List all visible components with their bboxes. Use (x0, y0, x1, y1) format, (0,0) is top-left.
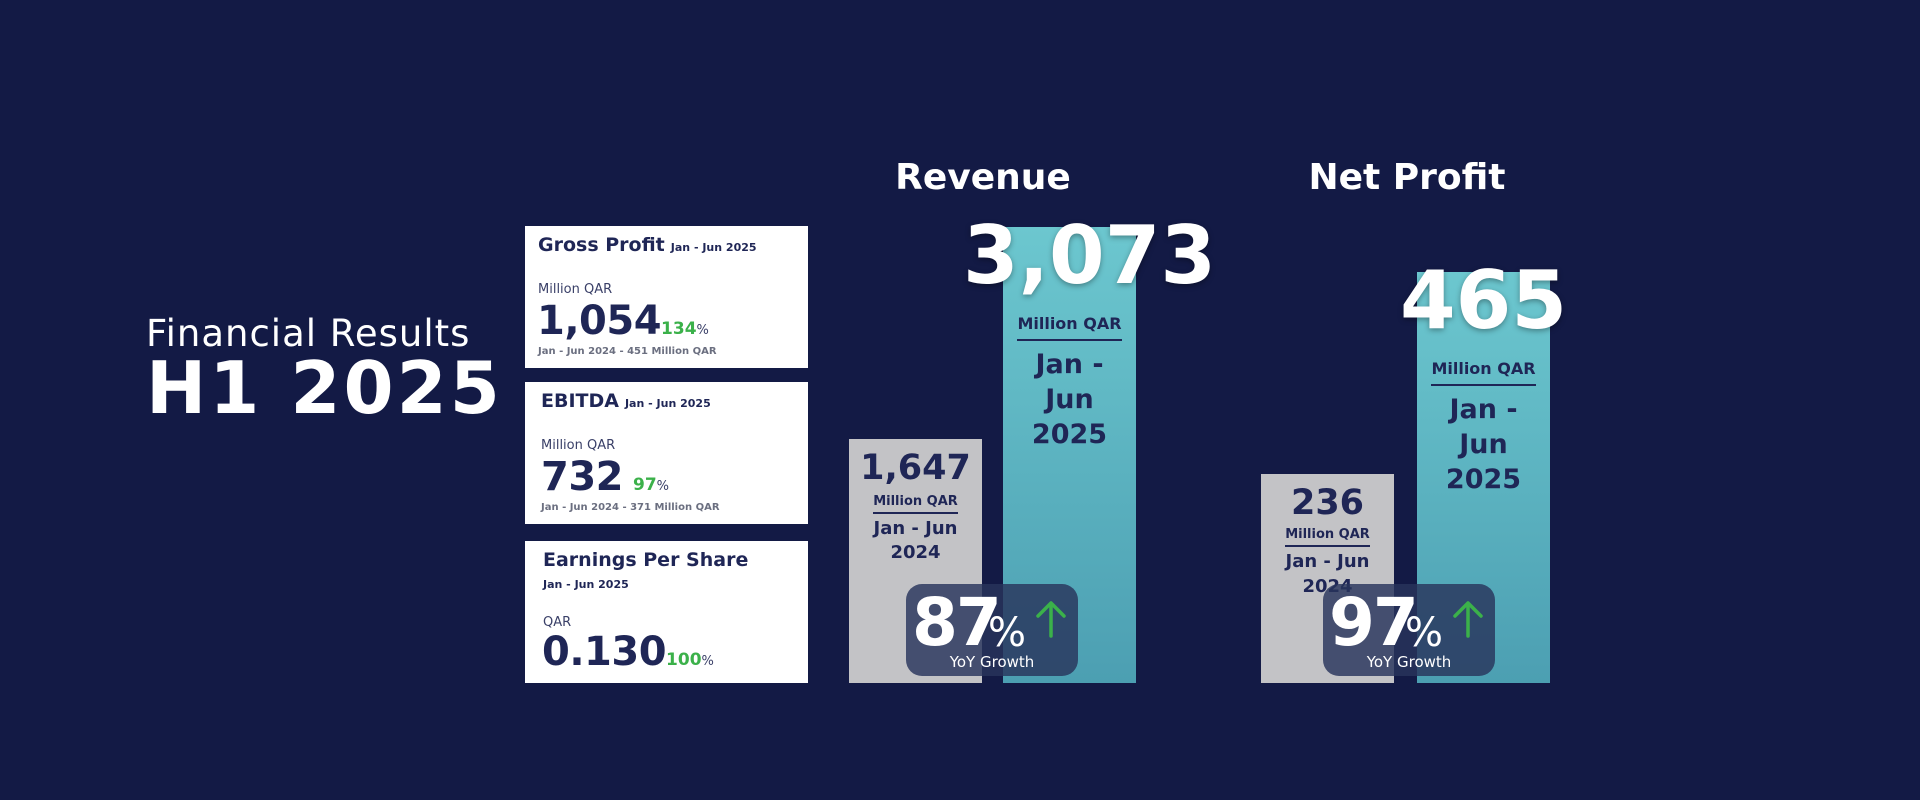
card-unit: QAR (543, 615, 572, 630)
card-compare: Jan - Jun 2024 - 371 Million QAR (541, 502, 720, 513)
card-value: 732 (541, 454, 624, 500)
period-year-label: 2024 (890, 542, 941, 564)
page-subtitle: H1 2025 (146, 346, 503, 430)
revenue-cur-label: Million QAR Jan - Jun 2025 (1011, 310, 1128, 452)
ebitda-card: EBITDA Jan - Jun 2025 Million QAR 732 97% … (525, 382, 808, 524)
revenue-prev-label: 1,647 Million QAR Jan - Jun 2024 (849, 447, 982, 564)
revenue-growth-badge: 87 % YoY Growth (906, 584, 1078, 676)
arrow-up-icon (1036, 601, 1066, 638)
data-label: 465 (1400, 254, 1567, 347)
unit-label: Million QAR (1431, 359, 1536, 386)
page-title: Financial Results (146, 312, 471, 355)
card-title: Earnings Per Share (543, 549, 749, 571)
eps-card: Earnings Per Share Jan - Jun 2025 QAR 0.… (525, 541, 808, 683)
unit-label: Million QAR (1017, 314, 1122, 341)
title-block: Financial Results H1 2025 (146, 312, 503, 427)
card-growth: 100 (666, 650, 702, 670)
card-percent-sign: % (701, 654, 714, 669)
growth-value: 87 (912, 584, 1002, 661)
card-value: 1,054 (537, 298, 662, 344)
card-period: Jan - Jun 2025 (543, 578, 629, 591)
card-compare: Jan - Jun 2024 - 451 Million QAR (538, 346, 717, 357)
card-unit: Million QAR (538, 282, 613, 297)
card-percent-sign: % (656, 479, 670, 494)
card-percent-sign: % (696, 323, 709, 338)
period-year-label: 2025 (1031, 419, 1108, 451)
period-label: Jan - Jun (1285, 551, 1370, 573)
card-growth: 97 (633, 475, 657, 495)
period-label: Jan - Jun (873, 517, 958, 539)
card-period: Jan - Jun 2025 (624, 397, 711, 410)
net-profit-cur-label: Million QAR Jan - Jun 2025 (1425, 355, 1542, 497)
card-period: Jan - Jun 2025 (670, 241, 757, 254)
data-label: 236 (1290, 483, 1365, 524)
growth-percent-sign: % (988, 610, 1027, 656)
net-profit-chart-title: Net Profit (1308, 157, 1506, 198)
card-title: EBITDA (541, 390, 619, 412)
card-unit: Million QAR (541, 438, 616, 453)
gross-profit-card: Gross Profit Jan - Jun 2025 Million QAR 1… (525, 226, 808, 368)
growth-label: YoY Growth (1366, 653, 1452, 671)
growth-value: 97 (1329, 584, 1419, 661)
card-growth: 134 (661, 319, 697, 339)
arrow-up-icon (1453, 601, 1483, 638)
growth-label: YoY Growth (949, 653, 1035, 671)
growth-percent-sign: % (1405, 610, 1444, 656)
revenue-chart-title: Revenue (895, 157, 1071, 198)
data-label: 1,647 (860, 447, 971, 488)
unit-label: Million QAR (1285, 527, 1370, 548)
period-year-label: 2025 (1445, 464, 1522, 496)
data-label: 3,073 (963, 209, 1217, 302)
period-label: Jan - Jun (1449, 394, 1518, 461)
unit-label: Million QAR (873, 494, 958, 514)
net-profit-growth-badge: 97 % YoY Growth (1323, 584, 1495, 676)
period-label: Jan - Jun (1035, 349, 1104, 416)
net-profit-prev-label: 236 Million QAR Jan - Jun 2024 (1261, 486, 1394, 597)
card-title: Gross Profit (538, 234, 665, 256)
card-value: 0.130 (542, 629, 667, 675)
